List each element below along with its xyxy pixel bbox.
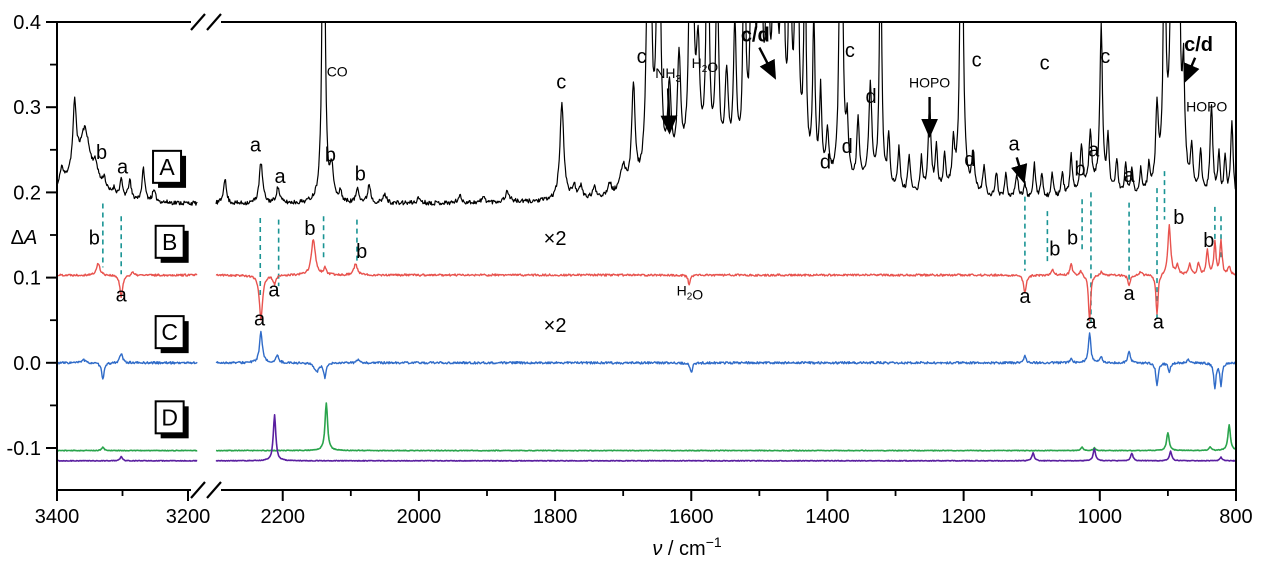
peak-label-d: d: [865, 86, 876, 108]
peak-label-b: b: [1074, 158, 1085, 180]
peak-label-2: ×2: [544, 228, 567, 250]
peak-label-b: b: [304, 218, 315, 240]
series-box-B: B: [154, 224, 189, 263]
peak-label-c: c: [637, 46, 647, 68]
peak-label-a: a: [254, 308, 266, 330]
peak-label-a: a: [274, 166, 286, 188]
spectra-traces: [57, 23, 1236, 462]
y-tick-label: 0.0: [13, 353, 41, 375]
peak-label-b: b: [1203, 230, 1214, 252]
series-box-letter: C: [161, 319, 178, 345]
peak-label-d: d: [842, 136, 853, 158]
series-box-A: A: [152, 149, 187, 188]
peak-label-H2O: H2O: [677, 282, 704, 302]
peak-label-a: a: [1153, 312, 1165, 334]
x-tick-label: 3400: [35, 506, 80, 528]
axis-break-mark: [190, 481, 206, 499]
annotation-arrows: [660, 47, 1200, 184]
y-axis: 0.4 0.3 0.2 0.1 0.0 -0.1: [7, 12, 57, 460]
peak-label-a: a: [116, 284, 128, 306]
y-tick-label: 0.4: [13, 12, 41, 34]
peak-label-b: b: [1173, 207, 1184, 229]
series-box-letter: A: [159, 154, 175, 180]
spectrum-B-trace: [57, 224, 1236, 322]
peak-label-a: a: [117, 157, 129, 179]
y-axis-title: ΔA: [11, 227, 38, 249]
peak-label-a: a: [1008, 134, 1020, 156]
annotation-arrow: [758, 47, 776, 80]
x-tick-label: 3200: [166, 506, 211, 528]
series-box-letter: D: [161, 404, 178, 430]
x-tick-label: 1400: [805, 506, 850, 528]
y-tick-label: -0.1: [7, 438, 41, 460]
peak-label-a: a: [1088, 140, 1100, 162]
spectrum-A-trace: [57, 23, 1236, 206]
series-box-letter: B: [162, 229, 177, 255]
series-box-frame: [152, 149, 183, 184]
peak-label-a: a: [1124, 283, 1136, 305]
peak-label-H2O: H2O: [692, 55, 719, 75]
peak-label-cd: c/d: [1184, 34, 1213, 56]
spectrum-D_purple-trace: [57, 414, 1236, 462]
peak-labels: baaaCObbccNH3H2Oc/dcdddHOPOcdacbacac/dHO…: [89, 25, 1228, 338]
peak-label-a: a: [1085, 312, 1097, 334]
peak-label-b: b: [1067, 227, 1078, 249]
peak-label-c: c: [556, 71, 566, 93]
series-boxes: A B C D: [152, 149, 189, 439]
peak-label-b: b: [325, 145, 336, 167]
peak-label-b: b: [89, 227, 100, 249]
x-tick-label: 1000: [1078, 506, 1123, 528]
spectrum-C-trace: [57, 330, 1236, 390]
x-tick-label: 1200: [941, 506, 986, 528]
peak-label-c: c: [972, 49, 982, 71]
peak-label-NH3: NH3: [655, 65, 681, 85]
peak-label-a: a: [1124, 165, 1136, 187]
y-tick-label: 0.3: [13, 97, 41, 119]
y-tick-label: 0.2: [13, 182, 41, 204]
peak-label-b: b: [355, 163, 366, 185]
series-box-D: D: [154, 400, 189, 439]
peak-label-b: b: [96, 142, 107, 164]
peak-label-b: b: [1049, 238, 1060, 260]
series-box-frame: [154, 224, 185, 259]
axes: [56, 13, 1237, 499]
series-box-frame: [154, 400, 185, 435]
axis-break-mark: [190, 13, 206, 31]
axis-break-mark: [206, 13, 222, 31]
peak-label-d: d: [964, 149, 975, 171]
peak-label-HOPO: HOPO: [909, 75, 950, 91]
x-axis-title: ν / cm−1: [652, 534, 722, 560]
annotation-arrow: [1011, 157, 1028, 184]
peak-label-c: c: [845, 40, 855, 62]
x-tick-label: 1800: [533, 506, 578, 528]
peak-label-b: b: [356, 241, 367, 263]
peak-label-a: a: [1019, 286, 1031, 308]
peak-label-a: a: [268, 279, 280, 301]
x-tick-label: 1600: [669, 506, 714, 528]
peak-label-a: a: [250, 135, 262, 157]
peak-label-2: ×2: [544, 315, 567, 337]
peak-label-CO: CO: [327, 64, 348, 80]
x-tick-label: 800: [1219, 506, 1252, 528]
spectrum-D_green-trace: [57, 402, 1236, 452]
x-tick-label: 2000: [397, 506, 442, 528]
peak-label-c: c: [1100, 46, 1110, 68]
peak-label-cd: c/d: [741, 25, 770, 47]
annotation-arrow: [660, 88, 678, 135]
y-tick-label: 0.1: [13, 268, 41, 290]
series-box-C: C: [154, 315, 189, 354]
peak-label-d: d: [820, 152, 831, 174]
annotation-arrow: [1184, 57, 1200, 84]
peak-label-HOPO: HOPO: [1186, 98, 1227, 114]
x-axis: 3400 3200 2200 2000 1800 1600 1400 1200 1000 800: [35, 490, 1253, 528]
axis-break-mark: [206, 481, 222, 499]
x-tick-label: 2200: [260, 506, 305, 528]
series-box-frame: [154, 315, 185, 350]
peak-label-c: c: [1040, 53, 1050, 75]
